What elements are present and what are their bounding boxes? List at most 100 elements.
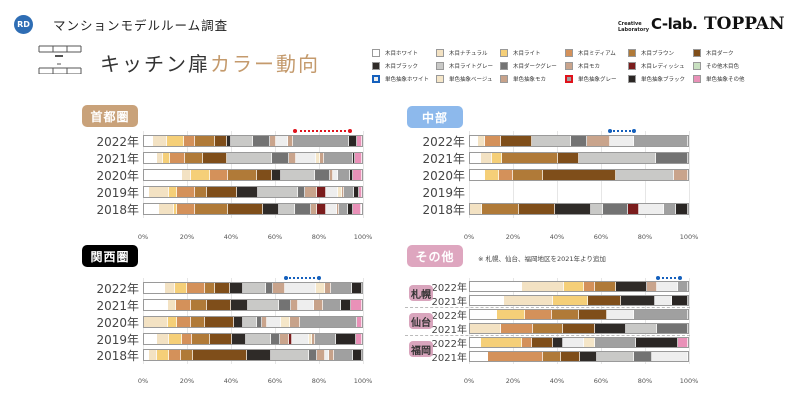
legend-item: 木目ナチュラル [436, 49, 488, 57]
bar-segment [602, 204, 628, 214]
marker-end-dot [347, 129, 352, 133]
legend-item: 単色抽象その他 [693, 75, 745, 83]
legend-swatch [628, 49, 636, 57]
bar-segment [232, 334, 246, 344]
bar-segment [503, 295, 554, 305]
bar-segment [169, 153, 186, 163]
bar-segment [245, 334, 271, 344]
bar-segment [195, 187, 207, 197]
bar-segment [522, 281, 564, 291]
page-title: キッチン扉カラー動向 [100, 48, 320, 77]
year-label: 2022年 [431, 311, 467, 322]
bar-segment [206, 187, 238, 197]
bar-segment [339, 204, 348, 214]
city-label: 札幌 [409, 285, 433, 301]
bar-segment [144, 204, 160, 214]
bar-segment [144, 350, 149, 360]
bar-segment [174, 204, 178, 214]
legend-label: 単色抽象モカ [513, 77, 547, 83]
year-label: 2021年 [431, 297, 467, 308]
gridline [689, 131, 690, 218]
legend-label: 木目ダークグレー [513, 64, 557, 70]
bar-segment [168, 317, 178, 327]
x-tick-label: 80% [637, 233, 653, 241]
stacked-bar [143, 282, 363, 294]
stacked-bar [143, 186, 363, 198]
stacked-bar [143, 203, 363, 215]
legend-swatch [628, 62, 636, 70]
x-tick-label: 80% [637, 377, 653, 385]
gridline [689, 278, 690, 364]
bar-segment [165, 283, 175, 293]
year-label: 2021年 [96, 152, 139, 166]
bar-segment [281, 317, 291, 327]
bar-segment [316, 187, 326, 197]
bar-segment [227, 204, 263, 214]
legend-swatch [436, 62, 444, 70]
bar-segment [205, 317, 234, 327]
bar-segment [326, 204, 338, 214]
bar-segment [156, 153, 164, 163]
bar-segment [491, 153, 503, 163]
toppan-logo: TOPPAN [704, 14, 785, 34]
bar-segment [314, 300, 323, 310]
bar-segment [470, 337, 481, 347]
legend-swatch [372, 62, 380, 70]
bar-segment [652, 351, 688, 361]
legend-swatch [565, 62, 573, 70]
title-main: キッチン扉 [100, 52, 210, 76]
legend-label: 木目ライト [513, 51, 541, 57]
bar-segment [167, 136, 184, 146]
stacked-bar [469, 350, 689, 362]
bar-segment [271, 350, 309, 360]
year-label: 2022年 [431, 283, 467, 294]
legend-item: 木目ライト [500, 49, 541, 57]
gridline [363, 278, 364, 364]
trend-marker [656, 276, 683, 280]
bar-segment [333, 350, 354, 360]
year-label: 2020年 [96, 169, 139, 183]
bar-segment [634, 136, 688, 146]
bar-segment [270, 334, 281, 344]
bar-segment [657, 281, 679, 291]
x-tick-label: 100% [353, 377, 373, 385]
bar-segment [597, 351, 634, 361]
bar-segment [247, 300, 279, 310]
bar-segment [353, 350, 362, 360]
bar-segment [654, 295, 673, 305]
bar-segment [291, 300, 299, 310]
bar-segment [181, 334, 192, 344]
bar-segment [595, 281, 617, 291]
legend-label: 木目モカ [578, 64, 601, 70]
x-tick-label: 100% [353, 233, 373, 241]
clab-logo: C-lab. [651, 15, 698, 33]
year-label: 2021年 [422, 152, 465, 166]
bar-segment [531, 337, 553, 347]
title-accent: カラー動向 [210, 52, 320, 76]
stacked-bar [469, 280, 689, 292]
bar-segment [587, 295, 622, 305]
bar-segment [485, 136, 501, 146]
bar-segment [300, 317, 358, 327]
bar-segment [551, 309, 580, 319]
bar-segment [315, 170, 330, 180]
bar-segment [292, 136, 350, 146]
bar-segment [323, 153, 353, 163]
group-separator [405, 307, 690, 308]
bar-segment [193, 350, 247, 360]
stacked-bar [469, 294, 689, 306]
bar-segment [563, 281, 585, 291]
bar-segment [144, 136, 154, 146]
marker-end-dot [631, 129, 636, 133]
bar-segment [325, 350, 329, 360]
bar-segment [480, 153, 492, 163]
marker-end-dot [317, 276, 321, 280]
rd-logo: RD [14, 15, 33, 34]
stacked-bar [143, 299, 363, 311]
bar-segment [163, 153, 170, 163]
stacked-bar [143, 152, 363, 164]
marker-start-dot [284, 276, 288, 280]
bar-segment [678, 281, 688, 291]
bar-segment [488, 351, 543, 361]
gridline [513, 278, 514, 364]
